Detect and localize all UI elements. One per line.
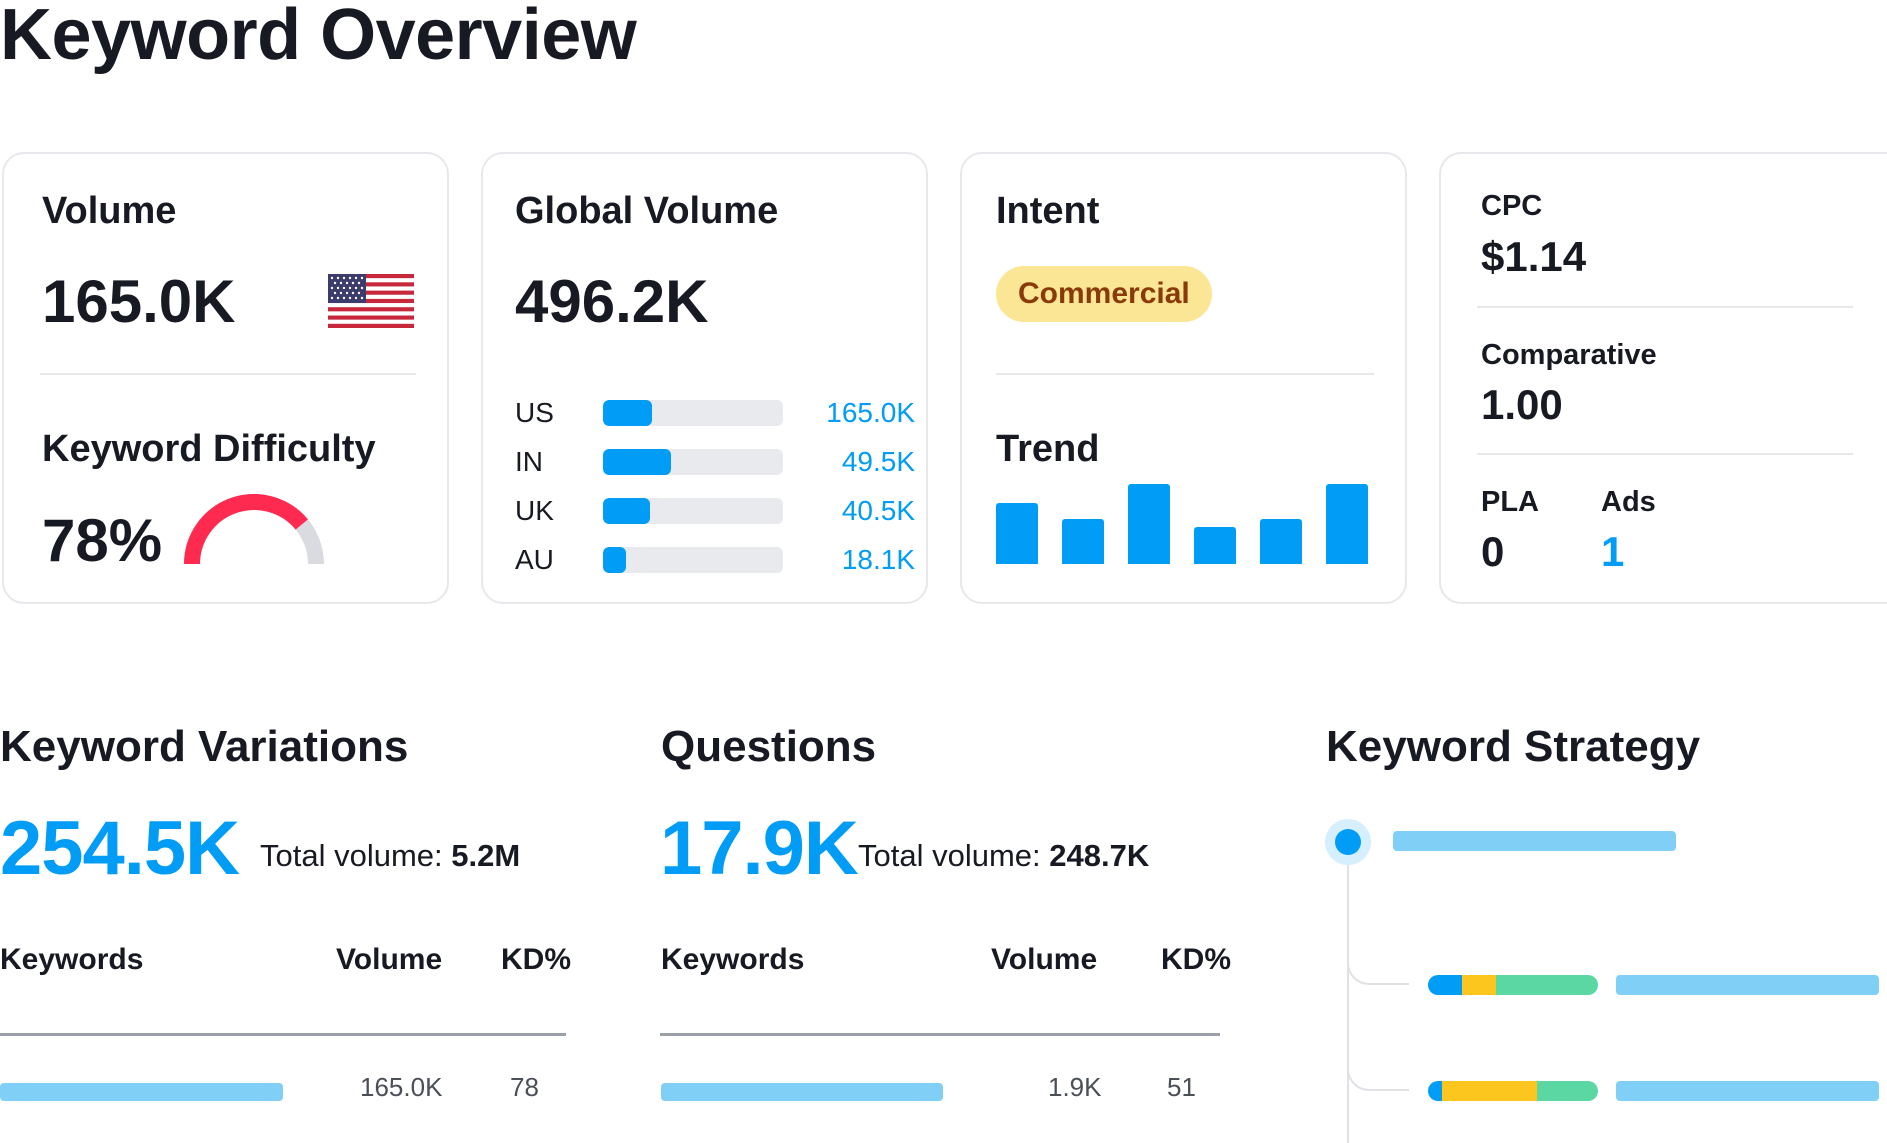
comparative-label: Comparative — [1481, 339, 1657, 371]
intent-segment — [1441, 1081, 1537, 1101]
strategy-branch-1-bar[interactable] — [1616, 975, 1879, 995]
country-row-uk: UK 40.5K — [515, 495, 915, 526]
intent-segment — [1496, 975, 1598, 995]
strategy-branch-connector — [1347, 945, 1409, 985]
intent-segment — [1428, 975, 1462, 995]
divider — [1477, 306, 1853, 308]
strategy-branch-1-intent-bar — [1428, 975, 1598, 995]
ads-value: 1 — [1601, 528, 1625, 575]
questions-title: Questions — [661, 722, 877, 771]
table-header-divider — [660, 1033, 1220, 1036]
trend-label: Trend — [996, 428, 1100, 470]
column-header-keywords: Keywords — [661, 943, 805, 976]
row-kd: 78 — [510, 1072, 539, 1102]
keyword-difficulty-label: Keyword Difficulty — [42, 428, 376, 470]
strategy-branch-2-intent-bar — [1428, 1081, 1598, 1101]
trend-bar — [1326, 484, 1368, 564]
global-volume-label: Global Volume — [515, 190, 779, 232]
strategy-branch-2-bar[interactable] — [1616, 1081, 1879, 1101]
pla-value: 0 — [1481, 528, 1505, 575]
country-share-fill — [603, 400, 652, 426]
country-share-track — [603, 547, 783, 573]
volume-label: Volume — [42, 190, 177, 232]
divider — [1477, 453, 1853, 455]
questions-count: 17.9K — [660, 806, 859, 891]
country-code: UK — [515, 495, 554, 526]
country-row-in: IN 49.5K — [515, 446, 915, 477]
global-volume-value: 496.2K — [515, 268, 709, 335]
page-title: Keyword Overview — [0, 0, 637, 75]
country-volume: 18.1K — [841, 544, 915, 575]
keyword-strategy-title: Keyword Strategy — [1326, 722, 1701, 771]
volume-card: Volume 165.0K Keyword Difficulty 78% — [2, 152, 449, 604]
keyword-variations-total: Total volume: 5.2M — [260, 838, 521, 873]
row-volume: 1.9K — [1048, 1072, 1102, 1102]
trend-bar — [1062, 519, 1104, 564]
intent-segment — [1462, 975, 1496, 995]
cpc-card: CPC $1.14 Comparative 1.00 PLA 0 Ads 1 — [1439, 152, 1887, 604]
keyword-placeholder-bar[interactable] — [0, 1083, 283, 1101]
intent-card: Intent Commercial Trend — [960, 152, 1407, 604]
trend-bar — [1260, 519, 1302, 564]
cpc-value: $1.14 — [1481, 233, 1587, 280]
column-header-keywords: Keywords — [0, 943, 144, 976]
comparative-value: 1.00 — [1481, 381, 1563, 428]
intent-badge: Commercial — [996, 266, 1212, 322]
intent-segment — [1428, 1081, 1442, 1101]
column-header-kd: KD% — [501, 943, 572, 976]
trend-bar — [996, 503, 1038, 564]
table-header-divider — [0, 1033, 566, 1036]
strategy-branch-connector — [1347, 1051, 1409, 1091]
cpc-label: CPC — [1481, 190, 1543, 222]
country-row-us: US 165.0K — [515, 397, 915, 428]
volume-value: 165.0K — [42, 268, 236, 335]
country-volume: 40.5K — [841, 495, 915, 526]
keyword-difficulty-value: 78% — [42, 507, 163, 574]
keyword-difficulty-gauge — [184, 494, 324, 565]
country-share-track — [603, 400, 783, 426]
trend-chart — [996, 484, 1376, 564]
country-share-fill — [603, 449, 671, 475]
pla-label: PLA — [1481, 486, 1539, 518]
keyword-variations-count: 254.5K — [0, 806, 240, 891]
trend-bar — [1194, 527, 1236, 564]
strategy-root-bar[interactable] — [1393, 831, 1676, 851]
strategy-tree-trunk — [1347, 842, 1349, 1143]
trend-bar — [1128, 484, 1170, 564]
country-volume: 49.5K — [841, 446, 915, 477]
us-flag-icon — [328, 274, 414, 328]
global-volume-card: Global Volume 496.2K US 165.0K IN 49.5K UK 40… — [481, 152, 928, 604]
intent-segment — [1536, 1081, 1598, 1101]
country-code: AU — [515, 544, 554, 575]
country-volume: 165.0K — [826, 397, 915, 428]
divider — [996, 373, 1374, 375]
country-share-track — [603, 449, 783, 475]
row-kd: 51 — [1167, 1072, 1196, 1102]
country-code: US — [515, 397, 554, 428]
keyword-placeholder-bar[interactable] — [661, 1083, 943, 1101]
ads-label: Ads — [1601, 486, 1656, 518]
column-header-volume: Volume — [336, 943, 443, 976]
strategy-root-dot — [1335, 829, 1361, 855]
country-share-fill — [603, 547, 626, 573]
intent-label: Intent — [996, 190, 1100, 232]
divider — [40, 373, 416, 375]
keyword-variations-title: Keyword Variations — [0, 722, 409, 771]
column-header-volume: Volume — [991, 943, 1098, 976]
column-header-kd: KD% — [1161, 943, 1232, 976]
country-share-fill — [603, 498, 650, 524]
country-row-au: AU 18.1K — [515, 544, 915, 575]
country-share-track — [603, 498, 783, 524]
row-volume: 165.0K — [360, 1072, 443, 1102]
questions-total: Total volume: 248.7K — [858, 838, 1150, 873]
country-code: IN — [515, 446, 543, 477]
